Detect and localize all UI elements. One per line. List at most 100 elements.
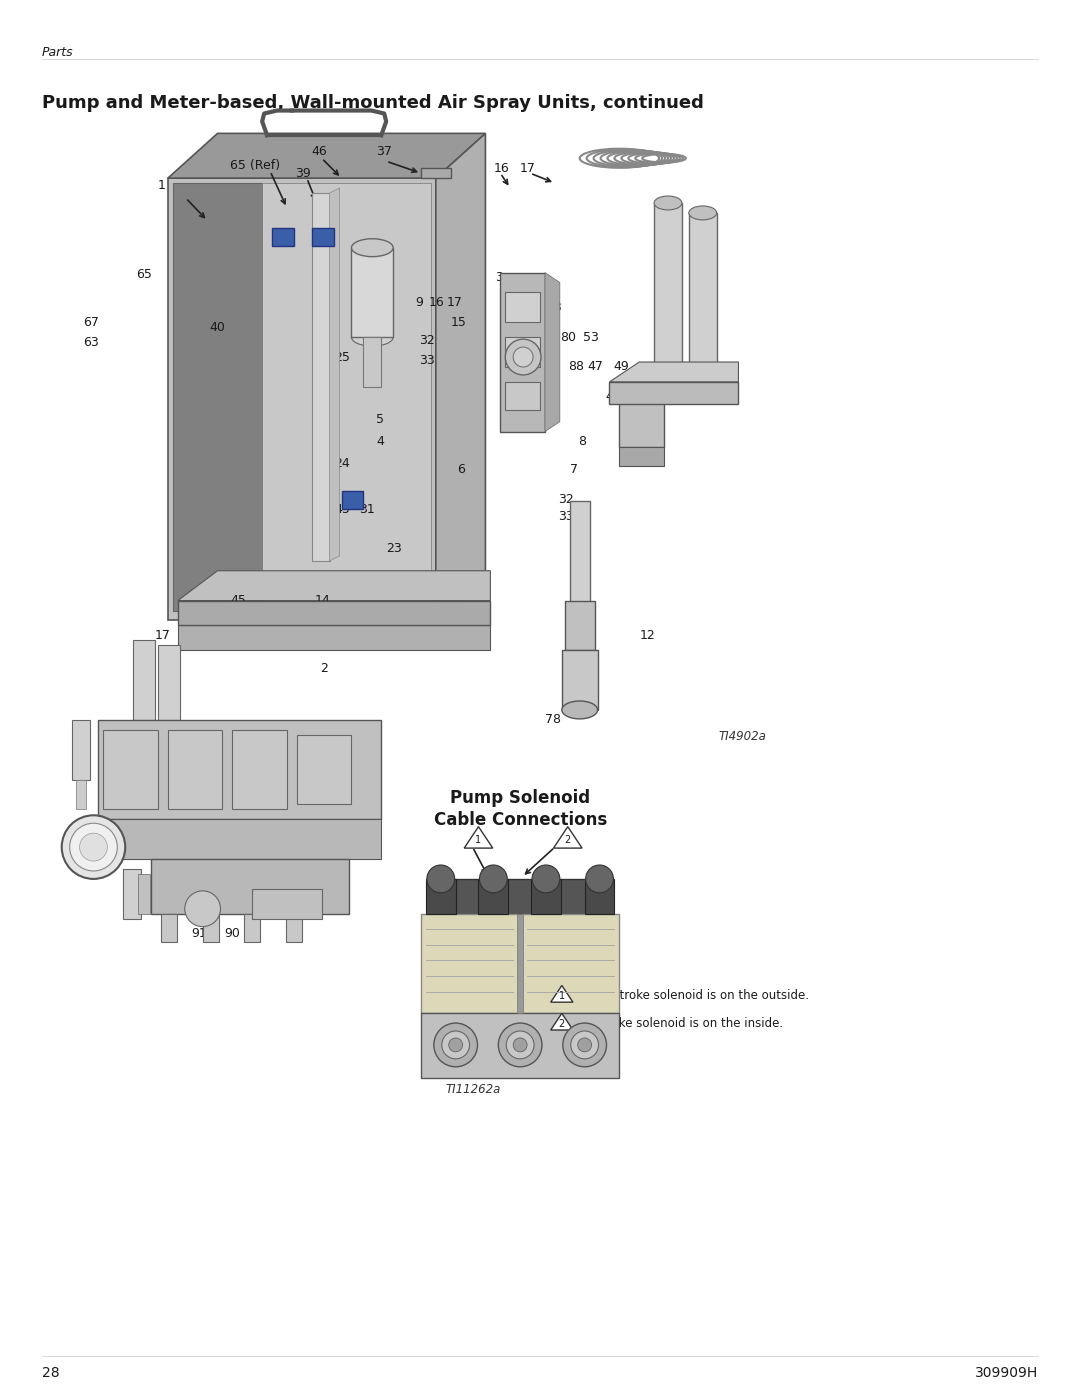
Text: 16: 16 [230,612,246,624]
Text: 63: 63 [83,335,99,349]
Bar [203,914,218,942]
Text: 45: 45 [230,594,246,608]
Text: TI11262a: TI11262a [446,1083,501,1095]
Text: 87: 87 [76,833,92,845]
Ellipse shape [562,701,597,719]
Bar [570,502,590,620]
Text: 83: 83 [267,813,283,826]
Text: 53: 53 [583,331,598,344]
Text: 15: 15 [450,316,467,328]
Text: 14: 14 [314,594,330,608]
Polygon shape [436,133,485,620]
Bar [478,879,509,914]
Text: 13: 13 [546,300,563,314]
Bar [565,601,595,650]
Text: 91: 91 [192,928,207,940]
Circle shape [62,816,125,879]
Text: 12: 12 [639,629,654,641]
Circle shape [480,865,508,893]
Circle shape [442,1031,470,1059]
Bar [363,337,381,387]
Ellipse shape [689,205,717,219]
Text: 39: 39 [295,166,311,180]
Bar [562,650,597,710]
Text: 32: 32 [419,334,434,346]
Bar [123,869,141,919]
Bar [431,879,609,914]
Ellipse shape [654,196,681,210]
Text: 4: 4 [376,434,384,448]
Circle shape [585,865,613,893]
Text: 3: 3 [496,271,503,284]
Text: 33: 33 [419,353,434,366]
Polygon shape [262,183,431,610]
Polygon shape [329,189,339,560]
Polygon shape [551,1013,573,1030]
Polygon shape [178,571,490,601]
Bar [505,292,540,323]
Polygon shape [98,819,381,859]
Text: 16: 16 [494,162,509,175]
Bar [297,735,351,805]
Bar [426,879,456,914]
Bar [654,203,681,381]
Bar [71,719,90,780]
Text: 6: 6 [457,462,464,476]
Circle shape [578,1038,592,1052]
Text: Pump Solenoid: Pump Solenoid [450,789,590,807]
Text: 46: 46 [312,145,327,158]
Circle shape [80,833,107,861]
Polygon shape [178,626,490,650]
Text: 2: 2 [558,1018,565,1028]
Text: 17: 17 [521,162,536,175]
Text: 9: 9 [415,296,423,309]
Bar [531,879,561,914]
Text: 44: 44 [349,612,364,624]
Circle shape [513,1038,527,1052]
Bar [253,888,322,919]
Bar [505,381,540,409]
Text: 16: 16 [429,296,445,309]
Circle shape [185,891,220,926]
Polygon shape [421,168,450,179]
Polygon shape [98,719,381,819]
Bar [620,391,664,447]
Bar [158,645,179,719]
Text: 23: 23 [387,542,402,556]
Bar [689,212,717,381]
Bar [244,914,260,942]
Bar [522,914,620,1013]
Text: 1: 1 [558,990,565,1000]
Text: Cable Connections: Cable Connections [433,812,607,830]
Bar [620,447,664,467]
Polygon shape [173,183,262,610]
Bar [609,381,739,404]
Polygon shape [545,272,559,432]
Polygon shape [312,193,329,560]
Ellipse shape [351,328,393,346]
Polygon shape [609,362,739,381]
Text: 2: 2 [320,662,327,675]
Polygon shape [553,827,582,848]
Ellipse shape [351,239,393,257]
Text: 1: 1 [158,179,166,191]
Bar [133,640,156,719]
Text: 28: 28 [42,1366,59,1380]
Circle shape [570,1031,598,1059]
Text: 40: 40 [210,321,226,334]
Circle shape [434,1023,477,1067]
Text: 89: 89 [136,781,152,793]
Polygon shape [500,272,545,432]
Circle shape [505,339,541,374]
Text: 86: 86 [136,800,152,814]
Bar [505,337,540,367]
Text: 37: 37 [376,145,392,158]
Text: 78 (Ref): 78 (Ref) [280,752,330,764]
Text: 31: 31 [360,503,375,515]
Text: 47: 47 [588,360,604,373]
Text: 33: 33 [558,510,573,522]
Text: 63: 63 [287,733,302,746]
Polygon shape [551,985,573,1002]
Bar [517,914,523,1013]
Bar [232,729,287,809]
